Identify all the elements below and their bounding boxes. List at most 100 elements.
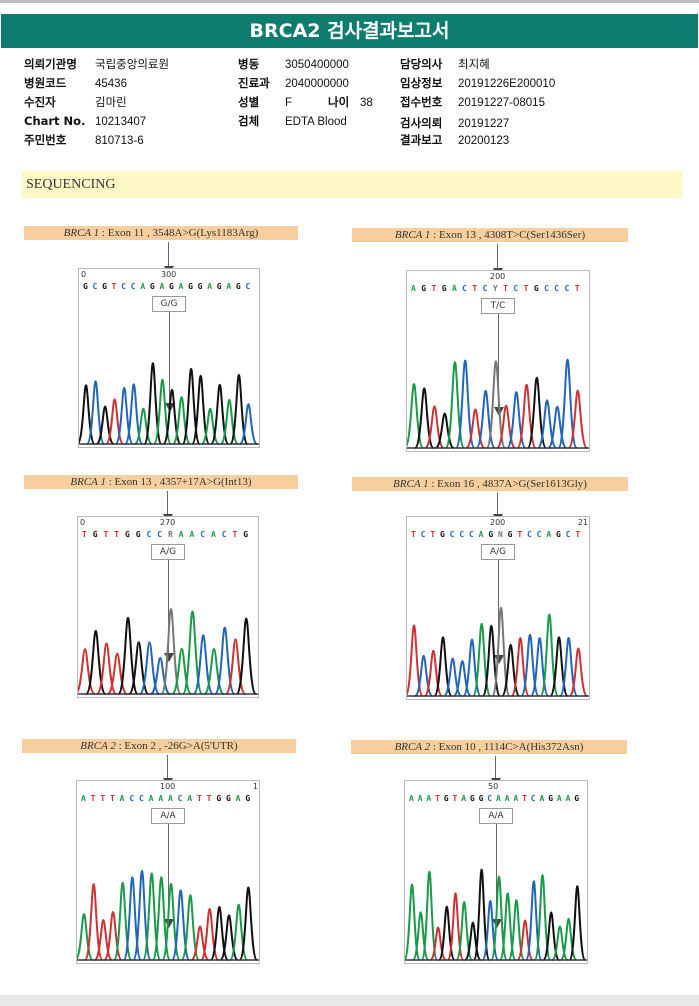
info-row: 병원코드 45436 (24, 75, 127, 91)
trace-peak (133, 407, 153, 445)
variant-label: BRCA 1 : Exon 16 , 4837A>G(Ser1613Gly) (352, 477, 628, 491)
trace-peak (181, 610, 204, 695)
gene-name: BRCA 2 (80, 740, 116, 752)
variant-desc: : Exon 13 , 4357+17A>G(Int13) (105, 476, 252, 488)
info-value: 38 (360, 97, 373, 109)
trace-plot (405, 868, 587, 961)
info-label: 담당의사 (400, 57, 443, 71)
scale-position: 270 (160, 518, 176, 527)
trace-peak (568, 885, 587, 961)
info-row: 담당의사 최지혜 (400, 56, 490, 72)
section-sequencing: SEQUENCING (22, 171, 682, 198)
gene-name: BRCA 1 (394, 229, 431, 241)
arrow-line (168, 242, 169, 272)
info-label: 병원코드 (24, 76, 67, 90)
info-label: 접수번호 (400, 95, 443, 109)
genotype-box: A/A (479, 808, 513, 824)
variant-label: BRCA 2 : Exon 2 , -26G>A(5'UTR) (22, 739, 296, 753)
trace-plot (407, 606, 589, 697)
trace-peak (491, 606, 511, 697)
variant-label: BRCA 1 : Exon 11 , 3548A>G(Lys1183Arg) (24, 226, 298, 240)
info-label: 성별 (238, 95, 260, 109)
info-value: F (285, 97, 293, 109)
scale-position: 200 (490, 272, 506, 281)
info-value: 20191227 (458, 118, 510, 130)
info-value: EDTA Blood (285, 116, 347, 128)
trace-peak (485, 360, 507, 449)
info-label: 검사의뢰 (400, 116, 443, 130)
trace-peak (85, 380, 106, 445)
trace-plot (407, 358, 589, 449)
gene-name: BRCA 1 (393, 478, 429, 490)
trace-peak (160, 608, 182, 695)
trace-peak (150, 656, 171, 695)
genotype-box: A/G (151, 544, 185, 560)
info-label: Chart No. (24, 114, 86, 128)
report-title: BRCA2 검사결과보고서 (1, 14, 698, 48)
info-row: 수진자 김마린 (24, 94, 127, 110)
variant-desc: : Exon 10 , 1114C>A(His372Asn) (430, 741, 584, 753)
genotype-box: G/G (152, 296, 186, 312)
variant-desc: : Exon 11 , 3548A>G(Lys1183Arg) (99, 227, 259, 239)
info-label: 주민번호 (24, 133, 67, 147)
trace-peak (567, 389, 588, 449)
info-label: 나이 (328, 95, 350, 109)
scale-position: 200 (490, 518, 506, 527)
trace-peak (229, 374, 249, 445)
trace-peak (117, 616, 139, 695)
trace-peak (238, 886, 259, 961)
trace-peak (191, 374, 211, 445)
scale-start: 0 (80, 518, 86, 527)
trace-peak (143, 362, 163, 445)
info-value: 20191226E200010 (458, 78, 556, 90)
scale-start: 0 (81, 270, 87, 279)
arrow-line (497, 493, 498, 520)
info-row: 의뢰기관명 국립중앙의료원 (24, 56, 169, 72)
trace-peak (124, 383, 144, 445)
info-value: 45436 (95, 78, 127, 90)
info-value: 10213407 (95, 116, 147, 128)
arrow-line (497, 244, 498, 274)
scale-position: 300 (161, 270, 177, 279)
scale-end: 1 (252, 782, 258, 791)
info-row: 성별 F (238, 94, 292, 110)
info-label: 검체 (238, 114, 260, 128)
genotype-box: A/G (481, 544, 515, 560)
trace-plot (79, 362, 259, 445)
info-row: 병동 3050400000 (238, 56, 349, 72)
trace-peak (539, 613, 560, 697)
trace-plot (78, 608, 258, 695)
info-value: 810713-6 (95, 135, 144, 147)
info-value: 20200123 (458, 135, 510, 147)
trace-peak (210, 383, 230, 445)
trace-peak (235, 617, 257, 695)
trace-peak (420, 870, 439, 961)
bottom-bar (0, 995, 699, 1006)
genotype-box: T/C (481, 298, 515, 314)
arrow-line (167, 491, 168, 520)
info-value: 2040000000 (285, 78, 349, 90)
variant-label: BRCA 2 : Exon 10 , 1114C>A(His372Asn) (351, 740, 627, 754)
trace-peak (454, 359, 476, 449)
trace-peak (557, 358, 578, 449)
info-row: 주민번호 810713-6 (24, 132, 144, 148)
top-border (0, 0, 699, 3)
gene-name: BRCA 1 (63, 227, 100, 239)
genotype-box: A/A (151, 808, 185, 824)
info-row: 접수번호 20191227-08015 (400, 94, 545, 110)
scale-position: 50 (488, 782, 499, 791)
scale-position: 100 (160, 782, 176, 791)
info-row: 결과보고 20200123 (400, 132, 509, 148)
trace-peak (180, 894, 201, 961)
info-row: 진료과 2040000000 (238, 75, 349, 91)
